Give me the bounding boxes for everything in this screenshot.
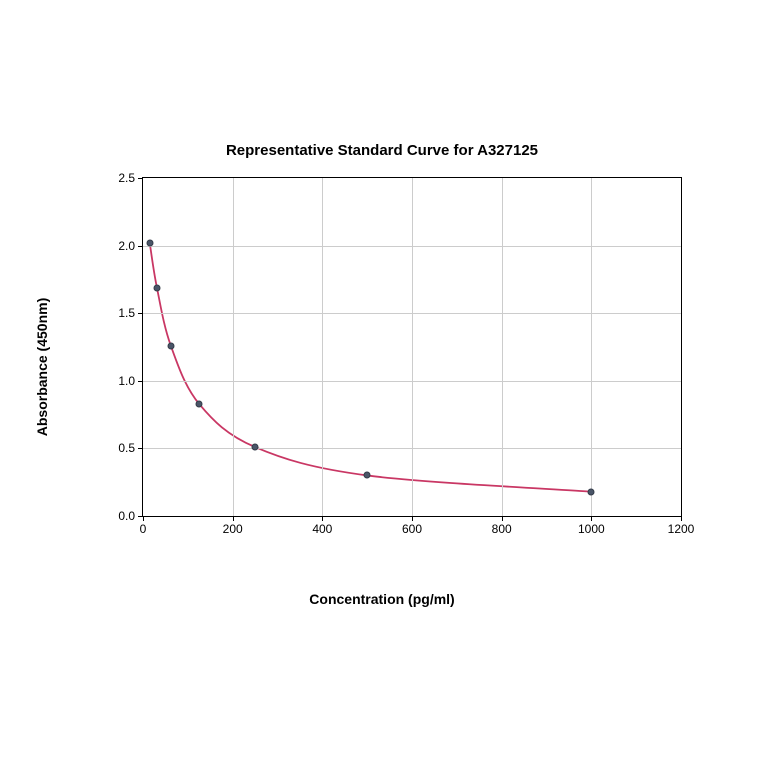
- y-tick-label: 2.0: [118, 239, 143, 253]
- y-tick-label: 0.5: [118, 441, 143, 455]
- grid-line-horizontal: [143, 448, 681, 449]
- x-tick-label: 400: [312, 516, 332, 536]
- grid-line-vertical: [412, 178, 413, 516]
- grid-line-vertical: [322, 178, 323, 516]
- grid-line-horizontal: [143, 246, 681, 247]
- x-tick-label: 800: [492, 516, 512, 536]
- y-tick-label: 2.5: [118, 171, 143, 185]
- data-point: [146, 239, 153, 246]
- data-point: [153, 284, 160, 291]
- chart-container: Representative Standard Curve for A32712…: [72, 142, 692, 622]
- data-point: [588, 488, 595, 495]
- y-axis-label: Absorbance (450nm): [34, 298, 50, 436]
- grid-line-vertical: [591, 178, 592, 516]
- x-axis-label: Concentration (pg/ml): [309, 591, 454, 607]
- chart-title: Representative Standard Curve for A32712…: [72, 142, 692, 159]
- data-point: [364, 472, 371, 479]
- plot-area: 0200400600800100012000.00.51.01.52.02.5: [142, 177, 682, 517]
- grid-line-vertical: [233, 178, 234, 516]
- y-tick-label: 0.0: [118, 509, 143, 523]
- plot-wrapper: Absorbance (450nm) 020040060080010001200…: [72, 177, 692, 557]
- y-tick-label: 1.0: [118, 374, 143, 388]
- data-point: [196, 400, 203, 407]
- grid-line-vertical: [502, 178, 503, 516]
- grid-line-horizontal: [143, 381, 681, 382]
- x-tick-label: 600: [402, 516, 422, 536]
- x-tick-label: 200: [223, 516, 243, 536]
- x-tick-label: 1000: [578, 516, 605, 536]
- y-tick-label: 1.5: [118, 306, 143, 320]
- data-point: [252, 444, 259, 451]
- fitted-curve: [150, 243, 592, 492]
- grid-line-horizontal: [143, 313, 681, 314]
- x-tick-label: 1200: [668, 516, 695, 536]
- data-point: [167, 342, 174, 349]
